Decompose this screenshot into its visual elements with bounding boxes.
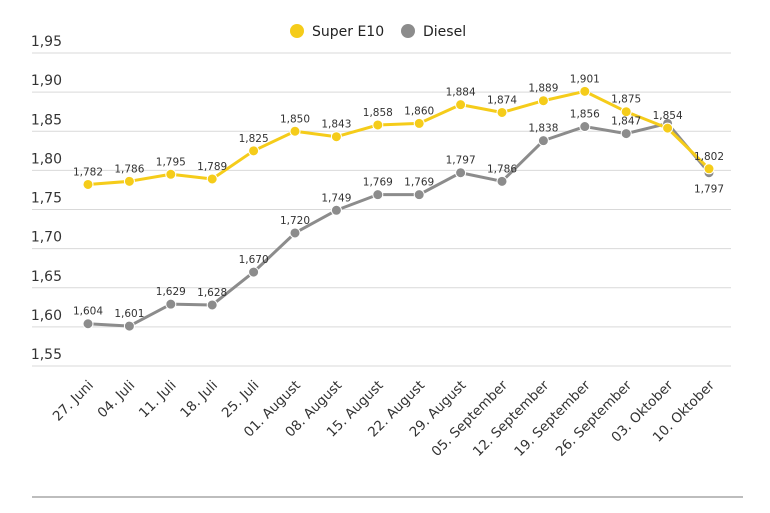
data-point-diesel	[248, 266, 260, 278]
data-label-super-e10: 1,786	[114, 163, 144, 175]
data-label-super-e10: 1,802	[694, 151, 724, 163]
data-label-super-e10: 1,850	[280, 113, 310, 125]
data-point-diesel	[330, 204, 342, 216]
data-label-super-e10: 1,875	[611, 94, 641, 106]
data-point-super-e10	[455, 99, 467, 111]
data-point-diesel	[537, 135, 549, 147]
y-tick-label: 1,80	[31, 151, 62, 167]
data-label-diesel: 1,749	[321, 192, 351, 204]
y-axis-tick-labels: 1,55 1,60 1,65 1,70 1,75 1,80 1,85 1,90 1,95	[31, 34, 62, 363]
data-label-diesel: 1,769	[363, 177, 393, 189]
legend-marker-super-e10	[290, 24, 304, 38]
data-label-super-e10: 1,789	[197, 161, 227, 173]
x-tick-label: 04. Juli	[95, 378, 139, 422]
data-label-super-e10: 1,884	[446, 87, 476, 99]
data-label-super-e10: 1,901	[570, 73, 600, 85]
data-point-diesel	[206, 299, 218, 311]
legend-marker-diesel	[401, 24, 415, 38]
chart-legend: Super E10 Diesel	[290, 24, 466, 40]
data-labels: 1,782 1,786 1,795 1,789 1,825 1,850 1,843 1,858…	[73, 73, 724, 320]
data-label-diesel: 1,847	[611, 116, 641, 128]
data-point-super-e10	[248, 145, 260, 157]
data-label-diesel: 1,604	[73, 306, 103, 318]
y-tick-label: 1,65	[31, 269, 62, 285]
data-point-super-e10	[620, 106, 632, 118]
y-tick-label: 1,90	[31, 73, 62, 89]
data-label-diesel: 1,628	[197, 287, 227, 299]
y-tick-label: 1,60	[31, 308, 62, 324]
x-tick-label: 27. Juni	[50, 378, 97, 425]
data-point-super-e10	[413, 117, 425, 129]
data-label-super-e10: 1,782	[73, 166, 103, 178]
data-label-diesel: 1,838	[528, 123, 558, 135]
data-label-super-e10: 1,889	[528, 83, 558, 95]
data-point-super-e10	[289, 125, 301, 137]
data-point-diesel	[455, 167, 467, 179]
data-label-super-e10: 1,825	[239, 133, 269, 145]
series-layer	[82, 85, 715, 332]
data-label-diesel: 1,601	[114, 308, 144, 320]
data-point-super-e10	[496, 106, 508, 118]
data-point-super-e10	[537, 95, 549, 107]
y-tick-label: 1,70	[31, 230, 62, 246]
y-tick-label: 1,55	[31, 347, 62, 363]
data-point-super-e10	[165, 168, 177, 180]
data-point-diesel	[82, 318, 94, 330]
data-point-diesel	[289, 227, 301, 239]
data-label-super-e10: 1,860	[404, 105, 434, 117]
series-line-diesel	[87, 121, 711, 328]
data-point-super-e10	[579, 85, 591, 97]
data-label-diesel: 1,856	[570, 109, 600, 121]
data-point-super-e10	[206, 173, 218, 185]
data-point-super-e10	[372, 119, 384, 131]
series-line-super-e10	[87, 89, 711, 186]
data-point-super-e10	[123, 175, 135, 187]
y-tick-label: 1,95	[31, 34, 62, 50]
data-point-diesel	[620, 128, 632, 140]
legend-label-diesel: Diesel	[423, 24, 466, 40]
y-tick-label: 1,85	[31, 112, 62, 128]
data-label-super-e10: 1,858	[363, 107, 393, 119]
data-label-super-e10: 1,874	[487, 94, 517, 106]
x-tick-label: 11. Juli	[136, 378, 180, 422]
data-point-diesel	[579, 121, 591, 133]
data-label-diesel: 1,720	[280, 215, 310, 227]
y-tick-label: 1,75	[31, 191, 62, 207]
data-label-super-e10: 1,843	[321, 119, 351, 131]
x-tick-label: 18. Juli	[177, 378, 221, 422]
data-label-super-e10: 1,795	[156, 156, 186, 168]
data-point-diesel	[413, 189, 425, 201]
data-point-diesel	[165, 298, 177, 310]
data-label-diesel: 1,670	[239, 254, 269, 266]
data-label-diesel: 1,769	[404, 177, 434, 189]
data-label-diesel: 1,786	[487, 163, 517, 175]
data-point-super-e10	[82, 178, 94, 190]
data-point-diesel	[123, 320, 135, 332]
data-point-diesel	[372, 189, 384, 201]
data-point-super-e10	[662, 122, 674, 134]
data-label-super-e10: 1,854	[653, 110, 683, 122]
data-label-diesel: 1,797	[694, 184, 724, 196]
data-label-diesel: 1,797	[446, 155, 476, 167]
data-point-super-e10	[330, 131, 342, 143]
data-label-diesel: 1,629	[156, 286, 186, 298]
grid-lines	[32, 52, 731, 367]
data-point-super-e10	[703, 163, 715, 175]
data-point-diesel	[496, 175, 508, 187]
legend-label-super-e10: Super E10	[312, 24, 384, 40]
